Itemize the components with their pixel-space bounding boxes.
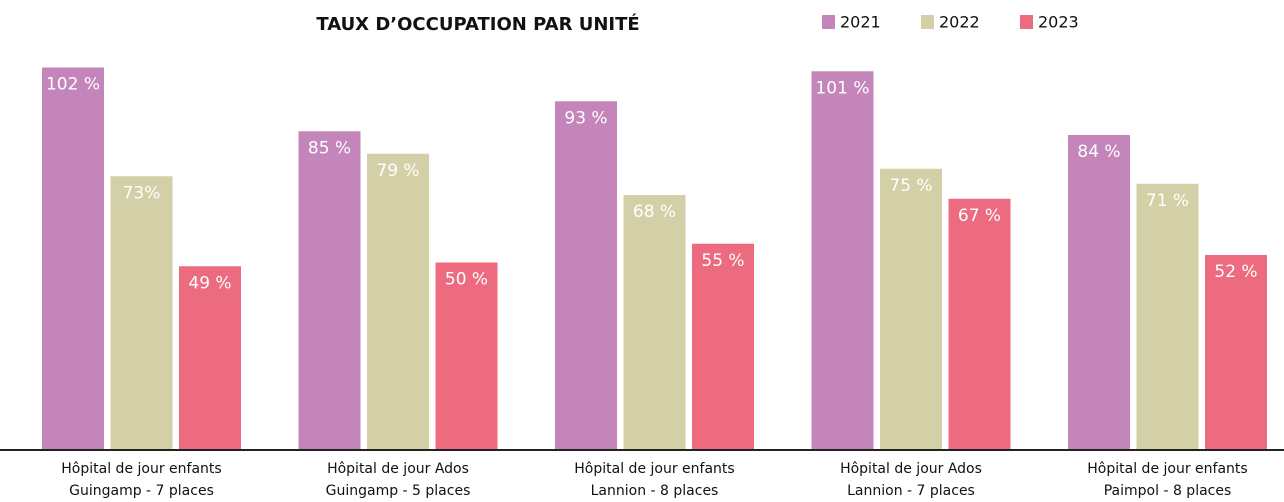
bar [811,71,874,450]
bar [435,262,498,450]
bar [1136,183,1199,450]
bar [110,176,173,450]
bar [880,168,942,450]
value-label: 50 % [445,270,488,290]
x-tick-label: Hôpital de jour enfants [574,461,734,477]
x-tick-label: Guingamp - 5 places [326,483,471,499]
bar [1068,135,1130,450]
value-label: 79 % [376,161,419,181]
x-tick-label: Lannion - 7 places [847,483,975,499]
legend-label: 2023 [1038,13,1079,32]
chart-title: TAUX D’OCCUPATION PAR UNITÉ [316,13,639,35]
value-label: 49 % [188,273,231,293]
bar [367,153,429,450]
value-label: 75 % [889,176,932,196]
legend-swatch [822,15,835,29]
legend-swatch [1020,15,1033,29]
value-label: 71 % [1146,191,1189,211]
bar [948,198,1011,450]
x-tick-label: Hôpital de jour enfants [1087,461,1247,477]
bar [692,243,754,450]
bar [555,101,617,450]
value-label: 84 % [1077,142,1120,162]
legend-label: 2022 [939,13,980,32]
bar [42,67,104,450]
value-label: 93 % [564,108,607,128]
value-label: 85 % [308,138,351,158]
legend-label: 2021 [840,13,881,32]
bar [1205,255,1267,450]
bar [298,131,361,450]
value-label: 67 % [958,206,1001,226]
bar [179,266,241,450]
value-label: 68 % [633,202,676,222]
x-tick-label: Lannion - 8 places [591,483,719,499]
x-tick-label: Guingamp - 7 places [69,483,214,499]
x-tick-label: Paimpol - 8 places [1104,483,1232,499]
legend-swatch [921,15,934,29]
value-label: 101 % [815,78,869,98]
x-tick-label: Hôpital de jour enfants [61,461,221,477]
x-tick-label: Hôpital de jour Ados [327,461,469,477]
bar [623,195,686,450]
value-label: 102 % [46,75,100,95]
value-label: 73% [123,183,161,203]
value-label: 55 % [701,251,744,271]
value-label: 52 % [1214,262,1257,282]
x-tick-label: Hôpital de jour Ados [840,461,982,477]
